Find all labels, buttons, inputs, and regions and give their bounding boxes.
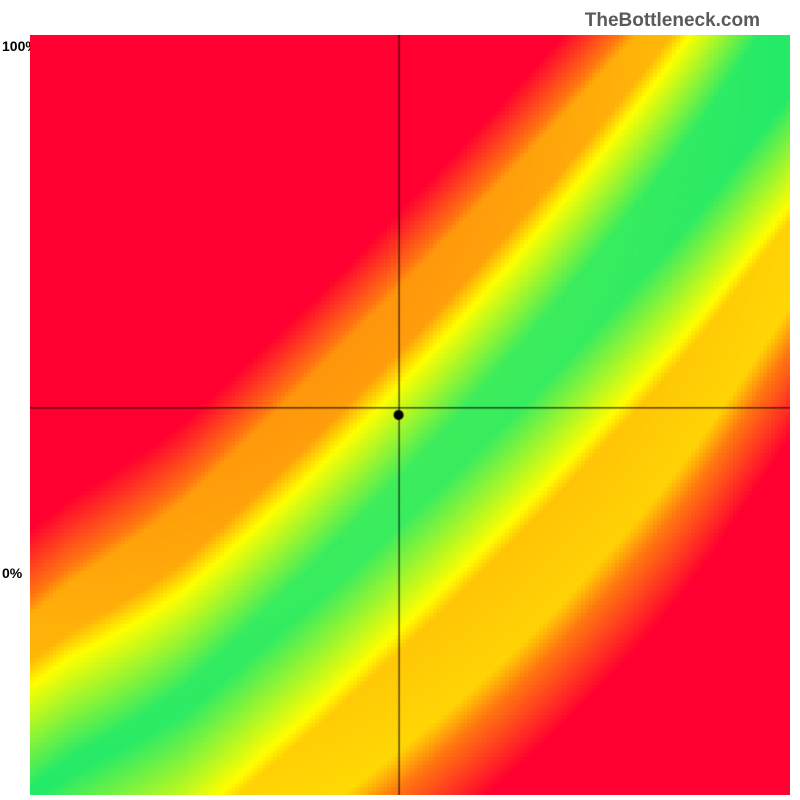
- chart-source-label: TheBottleneck.com: [585, 10, 760, 32]
- y-label-mid: 0%: [2, 565, 22, 581]
- crosshair-overlay: [30, 35, 790, 795]
- chart-container: TheBottleneck.com 100% 0%: [0, 0, 800, 800]
